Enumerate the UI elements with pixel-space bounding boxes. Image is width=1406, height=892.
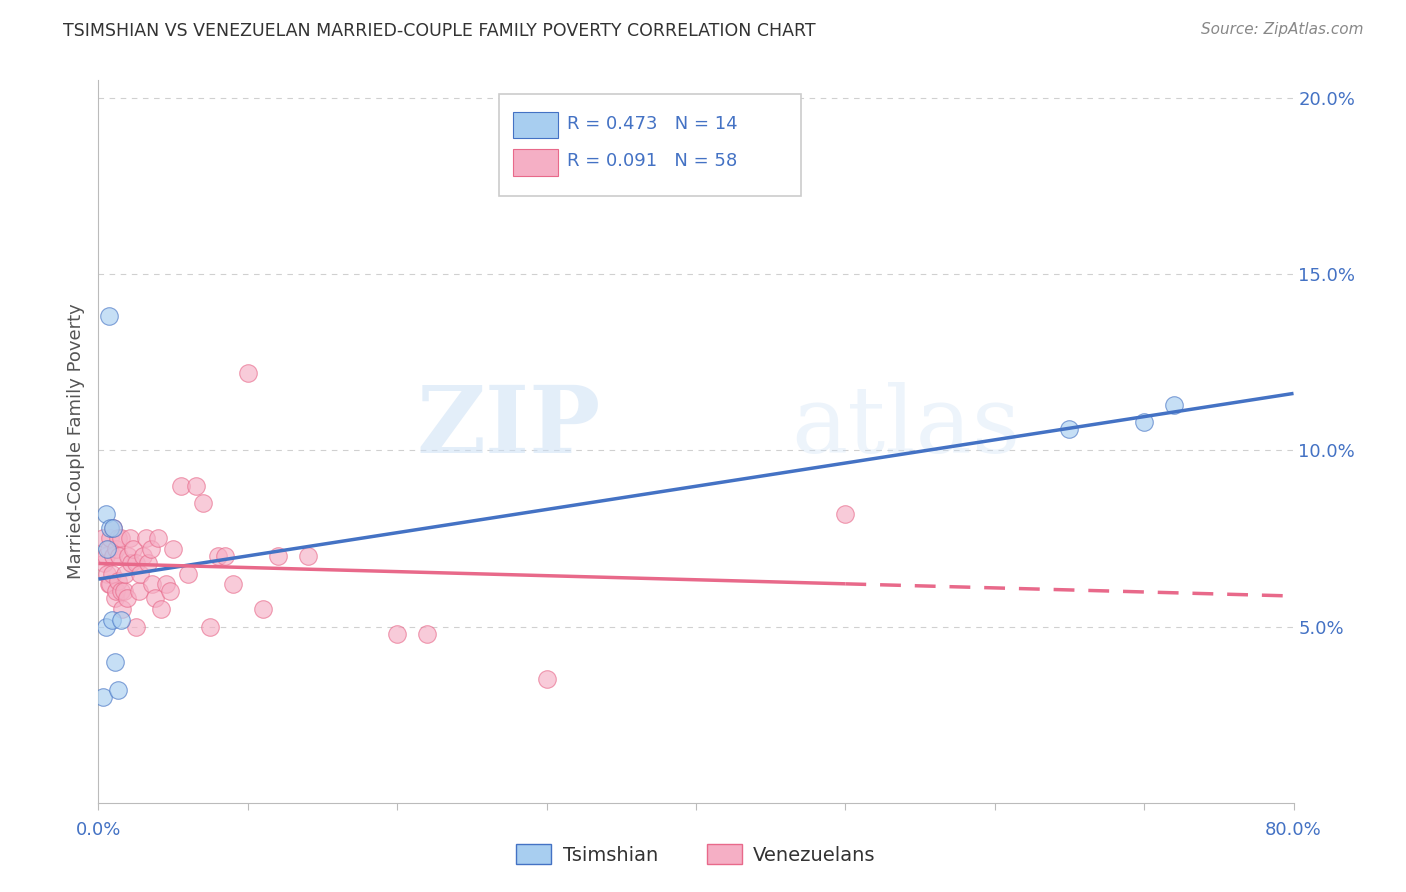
- Text: atlas: atlas: [792, 382, 1021, 472]
- Point: [94, 507, 117, 521]
- Point: [98, 532, 122, 546]
- Point: [128, 584, 150, 599]
- Point: [103, 549, 125, 563]
- Point: [297, 549, 319, 563]
- Point: [150, 602, 173, 616]
- Point: [117, 549, 139, 563]
- Point: [111, 602, 134, 616]
- Point: [97, 542, 120, 557]
- Point: [222, 577, 245, 591]
- Point: [98, 521, 122, 535]
- Point: [112, 584, 135, 599]
- Point: [103, 521, 125, 535]
- Point: [132, 549, 155, 563]
- Point: [97, 577, 120, 591]
- Text: R = 0.473   N = 14: R = 0.473 N = 14: [567, 115, 737, 133]
- Point: [107, 574, 129, 588]
- Point: [136, 556, 159, 570]
- Text: R = 0.091   N = 58: R = 0.091 N = 58: [567, 153, 737, 170]
- Point: [184, 478, 207, 492]
- Point: [91, 690, 114, 704]
- Point: [104, 655, 127, 669]
- Point: [103, 521, 125, 535]
- Point: [159, 584, 181, 599]
- Point: [110, 613, 132, 627]
- Point: [96, 542, 118, 557]
- Point: [139, 542, 162, 557]
- Point: [93, 556, 115, 570]
- Point: [191, 496, 214, 510]
- Point: [834, 507, 856, 521]
- Point: [94, 549, 117, 563]
- Point: [91, 532, 114, 546]
- Point: [385, 626, 409, 640]
- Point: [98, 577, 122, 591]
- Point: [114, 566, 136, 581]
- Point: [267, 549, 290, 563]
- Point: [252, 602, 274, 616]
- Point: [236, 366, 259, 380]
- Point: [115, 591, 138, 606]
- Point: [105, 542, 128, 557]
- Point: [94, 619, 117, 633]
- Point: [416, 626, 439, 640]
- Point: [169, 478, 191, 492]
- Point: [129, 566, 152, 581]
- Point: [104, 591, 127, 606]
- Point: [125, 619, 148, 633]
- Point: [536, 673, 558, 687]
- Point: [143, 591, 166, 606]
- Point: [110, 584, 132, 599]
- Point: [200, 619, 222, 633]
- Text: ZIP: ZIP: [416, 382, 600, 472]
- Point: [118, 532, 141, 546]
- Legend: Tsimshian, Venezuelans: Tsimshian, Venezuelans: [509, 837, 883, 872]
- Text: Source: ZipAtlas.com: Source: ZipAtlas.com: [1201, 22, 1364, 37]
- Point: [120, 556, 142, 570]
- Point: [107, 683, 129, 698]
- Point: [125, 556, 148, 570]
- Point: [1059, 422, 1081, 436]
- Point: [148, 532, 170, 546]
- Point: [108, 549, 131, 563]
- Point: [121, 542, 143, 557]
- Y-axis label: Married-Couple Family Poverty: Married-Couple Family Poverty: [66, 303, 84, 580]
- Point: [177, 566, 200, 581]
- Point: [105, 584, 128, 599]
- Point: [162, 542, 184, 557]
- Point: [101, 613, 124, 627]
- Point: [135, 532, 157, 546]
- Point: [96, 566, 118, 581]
- Point: [97, 310, 120, 324]
- Point: [1163, 398, 1185, 412]
- Point: [107, 532, 129, 546]
- Point: [110, 532, 132, 546]
- Point: [155, 577, 177, 591]
- Point: [207, 549, 229, 563]
- Point: [1133, 415, 1156, 429]
- Point: [141, 577, 163, 591]
- Text: TSIMSHIAN VS VENEZUELAN MARRIED-COUPLE FAMILY POVERTY CORRELATION CHART: TSIMSHIAN VS VENEZUELAN MARRIED-COUPLE F…: [63, 22, 815, 40]
- Point: [214, 549, 236, 563]
- Point: [101, 566, 124, 581]
